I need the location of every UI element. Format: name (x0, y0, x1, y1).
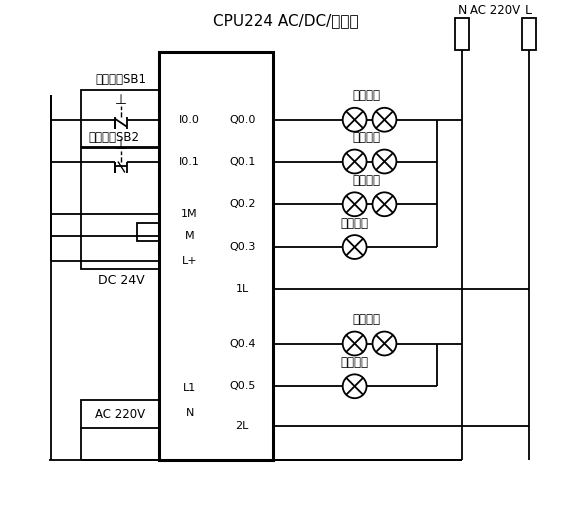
Text: 南北绿灯: 南北绿灯 (352, 131, 380, 144)
Text: N: N (457, 4, 467, 17)
Text: AC 220V: AC 220V (470, 4, 520, 17)
Text: CPU224 AC/DC/继电器: CPU224 AC/DC/继电器 (213, 13, 359, 28)
Text: 起动按钮SB1: 起动按钮SB1 (96, 73, 147, 87)
Bar (159, 52, 273, 460)
Text: Q0.1: Q0.1 (229, 156, 256, 166)
Text: 1M: 1M (181, 209, 198, 219)
Text: 东西绿灯: 东西绿灯 (352, 313, 380, 326)
Text: Q0.3: Q0.3 (229, 242, 256, 252)
Text: I0.0: I0.0 (179, 115, 200, 125)
Text: 2L: 2L (236, 421, 249, 431)
Text: Q0.0: Q0.0 (229, 115, 256, 125)
Text: M: M (185, 231, 194, 241)
Bar (455, 18, 469, 50)
Bar (137, 223, 159, 241)
Text: DC 24V: DC 24V (97, 274, 144, 288)
Text: L: L (525, 4, 532, 17)
Text: ⊥: ⊥ (115, 137, 127, 152)
Text: L+: L+ (182, 256, 197, 266)
Text: I0.1: I0.1 (179, 156, 200, 166)
Text: L1: L1 (183, 383, 196, 393)
Text: N: N (186, 408, 194, 418)
Bar (521, 18, 536, 50)
Bar (81, 90, 159, 147)
Text: 南北黄灯: 南北黄灯 (352, 174, 380, 187)
Text: 1L: 1L (236, 284, 249, 294)
Text: Q0.5: Q0.5 (229, 381, 256, 391)
Text: 东西红灯: 东西红灯 (340, 217, 368, 230)
Text: AC 220V: AC 220V (95, 408, 145, 420)
Bar (81, 148, 159, 269)
Text: 停止按钮SB2: 停止按钮SB2 (88, 131, 139, 144)
Text: Q0.2: Q0.2 (229, 200, 256, 209)
Text: 南北红灯: 南北红灯 (352, 90, 380, 102)
Bar (81, 400, 159, 428)
Text: ⊥: ⊥ (115, 93, 127, 107)
Text: 东西黄灯: 东西黄灯 (340, 356, 368, 369)
Text: Q0.4: Q0.4 (229, 338, 256, 349)
